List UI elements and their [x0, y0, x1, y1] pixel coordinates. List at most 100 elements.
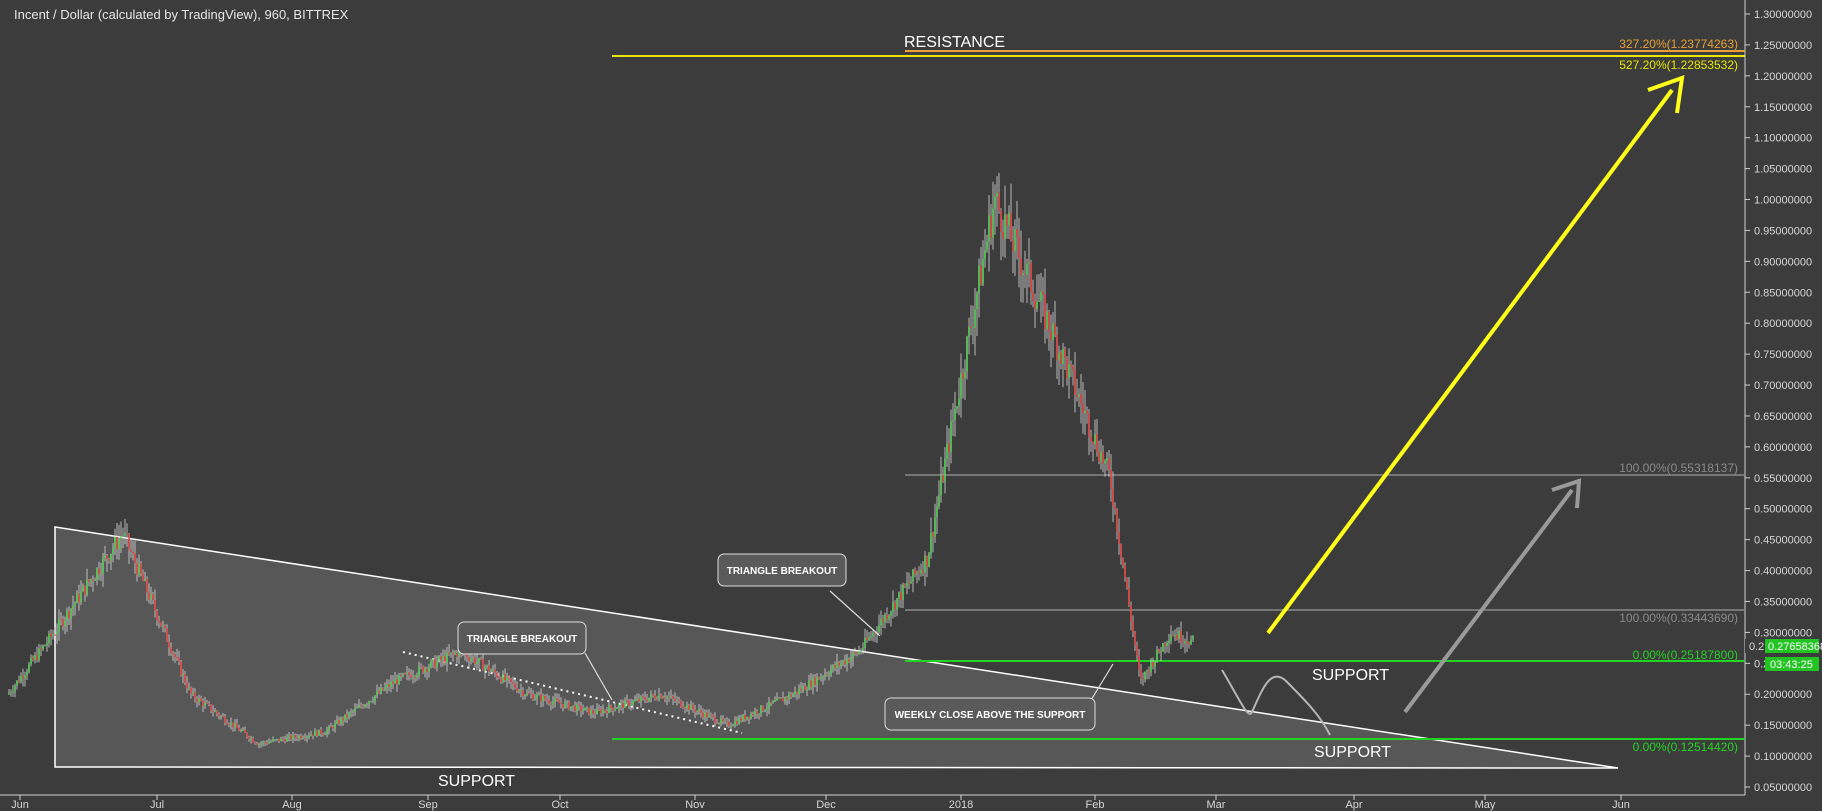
candle-body [590, 710, 592, 715]
candle-body [480, 658, 482, 660]
candle-body [1010, 212, 1012, 241]
candle-body [1178, 630, 1180, 640]
candle-body [832, 665, 834, 670]
candle-body [1082, 403, 1084, 414]
fib-0-low-label: 0.00%(0.12514420) [1633, 740, 1738, 754]
candle-body [410, 675, 412, 679]
candle-body [466, 652, 468, 658]
candle-body [46, 643, 48, 646]
candle-body [928, 553, 930, 567]
price-tick-label: 1.15000000 [1754, 102, 1812, 114]
price-tick-label: 0.75000000 [1754, 349, 1812, 361]
candle-body [394, 679, 396, 684]
candle-body [1046, 311, 1048, 330]
candle-body [828, 674, 830, 676]
candle-body [794, 691, 796, 695]
candle-body [318, 729, 320, 736]
candle-body [1130, 605, 1132, 622]
price-tick-label: 0.55000000 [1754, 473, 1812, 485]
candle-body [342, 718, 344, 721]
candle-body [496, 672, 498, 678]
candle-body [1172, 635, 1174, 637]
candle-body [204, 702, 206, 707]
callout-label: TRIANGLE BREAKOUT [467, 634, 578, 645]
candle-body [610, 705, 612, 709]
candle-body [996, 192, 998, 197]
candle-body [660, 694, 662, 698]
price-axis[interactable] [1745, 0, 1822, 811]
candle-body [888, 615, 890, 620]
candle-body [962, 373, 964, 379]
candle-body [148, 592, 150, 600]
candle-body [346, 714, 348, 718]
candle-body [550, 703, 552, 705]
candle-body [710, 714, 712, 716]
candle-body [220, 715, 222, 717]
candle-body [780, 697, 782, 699]
candle-body [302, 737, 304, 739]
candle-body [246, 732, 248, 737]
candle-body [646, 699, 648, 702]
candle-body [774, 700, 776, 702]
candle-body [438, 656, 440, 662]
candle-body [482, 658, 484, 671]
candle-body [824, 674, 826, 678]
candle-body [570, 706, 572, 710]
candle-body [314, 731, 316, 736]
candle-body [972, 327, 974, 329]
candle-body [552, 701, 554, 705]
callout-triangle-breakout-2[interactable]: TRIANGLE BREAKOUT [717, 553, 847, 587]
candle-body [622, 702, 624, 708]
candle-body [174, 654, 176, 658]
candle-body [236, 723, 238, 728]
candle-body [508, 676, 510, 679]
candle-body [188, 687, 190, 689]
candle-body [684, 707, 686, 709]
callout-triangle-breakout-1[interactable]: TRIANGLE BREAKOUT [457, 621, 587, 655]
candle-body [1040, 291, 1042, 302]
candle-body [950, 421, 952, 453]
candle-body [1026, 263, 1028, 275]
candle-body [618, 704, 620, 708]
candle-body [936, 506, 938, 518]
candle-body [736, 720, 738, 725]
candle-body [706, 712, 708, 718]
price-tick-label: 0.20000000 [1754, 689, 1812, 701]
candle-body [108, 558, 110, 562]
candle-body [94, 579, 96, 581]
candle-body [492, 669, 494, 671]
candle-body [644, 697, 646, 700]
candle-body [258, 744, 260, 746]
candle-body [1134, 632, 1136, 646]
candle-body [436, 661, 438, 668]
candle-body [1164, 643, 1166, 647]
candle-body [892, 602, 894, 613]
callout-weekly-close[interactable]: WEEKLY CLOSE ABOVE THE SUPPORT [884, 697, 1096, 731]
time-tick-label: Nov [685, 799, 705, 811]
candle-body [1150, 661, 1152, 673]
candle-body [544, 695, 546, 700]
candle-body [1124, 565, 1126, 579]
candle-body [430, 660, 432, 668]
candle-body [234, 723, 236, 728]
candle-body [1100, 451, 1102, 462]
candle-body [196, 698, 198, 702]
dotted-trendline [402, 651, 743, 734]
candle-body [228, 724, 230, 726]
candle-body [64, 620, 66, 627]
candle-body [1044, 294, 1046, 330]
candle-body [310, 734, 312, 736]
candle-body [992, 208, 994, 238]
candle-body [902, 584, 904, 601]
candle-body [494, 669, 496, 673]
candle-body [52, 634, 54, 637]
candle-body [878, 625, 880, 633]
candle-body [682, 706, 684, 708]
candle-body [930, 532, 932, 554]
candle-body [366, 704, 368, 706]
candle-body [1042, 291, 1044, 295]
candle-body [884, 614, 886, 623]
candle-body [100, 573, 102, 575]
candle-body [1072, 365, 1074, 371]
